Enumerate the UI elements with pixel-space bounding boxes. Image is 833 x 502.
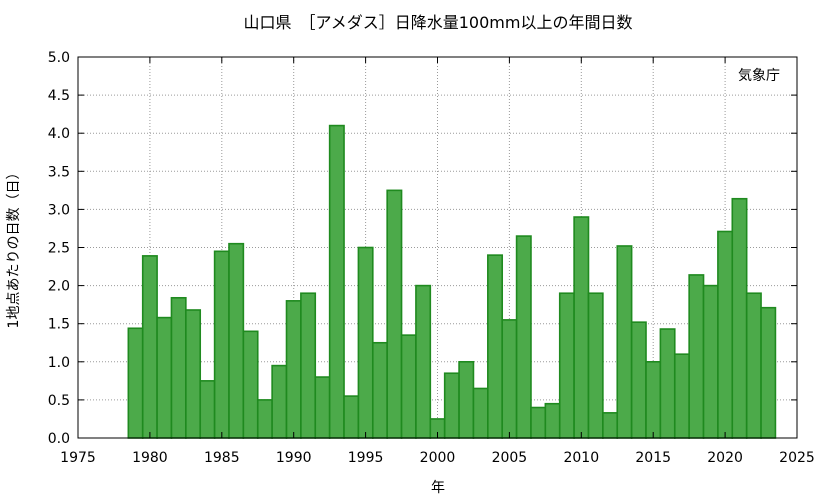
bar-2008 — [544, 402, 561, 439]
x-tick-label: 2010 — [563, 450, 599, 466]
x-tick-label: 1995 — [348, 450, 384, 466]
y-tick-label: 0.5 — [48, 393, 70, 409]
bar-1998 — [400, 334, 417, 439]
bar-1991 — [300, 292, 317, 439]
y-tick-label: 0.0 — [48, 431, 70, 447]
bar-1983 — [185, 309, 202, 439]
bar-2001 — [443, 372, 460, 439]
bar-2012 — [602, 412, 619, 439]
bar-1990 — [285, 300, 302, 439]
x-tick-label: 1990 — [276, 450, 312, 466]
x-tick-label: 1975 — [60, 450, 96, 466]
y-tick-label: 4.5 — [48, 88, 70, 104]
bar-2018 — [688, 274, 705, 439]
y-tick-label: 1.0 — [48, 355, 70, 371]
x-tick-label: 2000 — [420, 450, 456, 466]
bar-1999 — [415, 284, 432, 439]
bar-1997 — [386, 189, 403, 439]
bar-2015 — [645, 360, 662, 439]
y-tick-label: 5.0 — [48, 50, 70, 66]
bar-2013 — [616, 245, 633, 439]
bar-1995 — [357, 246, 374, 439]
bar-2009 — [558, 292, 575, 439]
bar-1993 — [328, 124, 345, 439]
bar-1992 — [314, 376, 331, 439]
y-tick-label: 2.5 — [48, 241, 70, 257]
bar-2022 — [745, 292, 762, 439]
bar-2002 — [458, 360, 475, 439]
x-axis-label: 年 — [431, 480, 445, 496]
bar-2007 — [530, 406, 547, 439]
bar-2023 — [760, 306, 777, 439]
bar-1985 — [213, 250, 230, 439]
gridlines — [78, 57, 797, 438]
bar-2005 — [501, 319, 518, 439]
bar-2017 — [673, 353, 690, 439]
bar-1982 — [170, 296, 187, 439]
bar-2011 — [587, 292, 604, 439]
bar-1986 — [228, 242, 245, 439]
bar-2020 — [717, 230, 734, 439]
bar-1979 — [127, 327, 144, 439]
x-tick-label: 2015 — [635, 450, 671, 466]
bar-2003 — [472, 387, 489, 439]
bar-1989 — [271, 364, 288, 439]
bar-1994 — [343, 395, 360, 439]
x-tick-label: 2020 — [707, 450, 743, 466]
y-axis-label: 1地点あたりの日数（日） — [6, 166, 22, 329]
ticks: 0.0 0.5 1.0 1.5 2.0 2.5 3.0 3.5 4.0 4.5 5.0 1975 198… — [48, 50, 815, 466]
y-tick-label: 1.5 — [48, 317, 70, 333]
bar-2006 — [515, 235, 532, 439]
y-tick-label: 4.0 — [48, 126, 70, 142]
y-tick-label: 3.5 — [48, 164, 70, 180]
bar-2016 — [659, 328, 676, 439]
x-tick-label: 2005 — [492, 450, 528, 466]
bar-1988 — [256, 399, 273, 439]
source-annotation: 気象庁 — [738, 68, 780, 84]
bar-2010 — [573, 216, 590, 439]
bars — [127, 124, 777, 439]
y-tick-label: 2.0 — [48, 279, 70, 295]
chart-title: 山口県 ［アメダス］日降水量100mm以上の年間日数 — [244, 13, 633, 32]
x-tick-label: 1980 — [132, 450, 168, 466]
bar-2014 — [630, 321, 647, 439]
bar-1980 — [141, 255, 158, 439]
bar-1981 — [156, 316, 173, 439]
bar-1996 — [371, 341, 388, 439]
bar-2004 — [487, 254, 504, 439]
x-tick-label: 2025 — [779, 450, 815, 466]
bar-2021 — [731, 197, 748, 439]
bar-1984 — [199, 380, 216, 439]
x-tick-label: 1985 — [204, 450, 240, 466]
bar-1987 — [242, 330, 259, 439]
y-tick-label: 3.0 — [48, 202, 70, 218]
bar-2019 — [702, 284, 719, 439]
